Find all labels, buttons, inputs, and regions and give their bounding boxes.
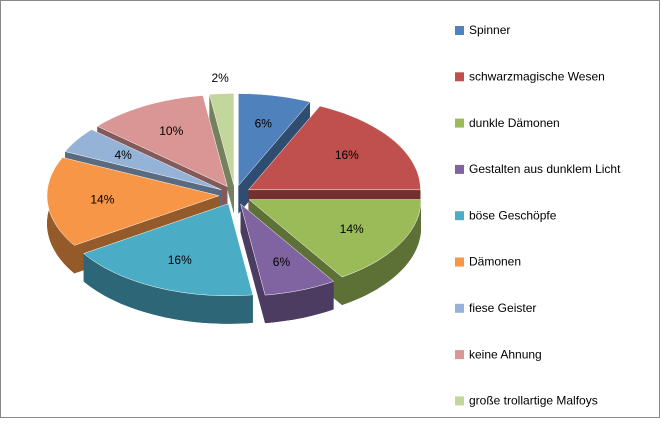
slice [46,157,220,246]
data-label: 14% [340,222,364,236]
legend-swatch [455,257,464,267]
data-label: 2% [211,71,229,85]
slice [96,95,228,188]
slice-side [342,199,421,305]
legend-label: dunkle Dämonen [469,116,560,130]
legend-label: große trollartige Malfoys [469,394,598,408]
data-label: 14% [90,192,114,206]
slice-side [83,253,253,324]
legend-swatch [455,72,464,82]
legend-label: fiese Geister [469,301,536,315]
legend-label: keine Ahnung [469,347,542,361]
data-label: 10% [159,124,183,138]
legend-label: Dämonen [469,255,521,269]
slice [247,105,421,191]
legend-label: schwarzmagische Wesen [469,69,605,83]
data-label: 4% [114,148,132,162]
slice [238,93,311,187]
legend-swatch [455,164,464,174]
legend-label: böse Geschöpfe [469,208,557,222]
slice [248,199,422,278]
slice-wall [240,204,266,324]
data-label: 16% [168,253,192,267]
slice [83,203,254,296]
legend-label: Spinner [469,23,510,37]
legend-swatch [455,118,464,128]
data-label: 16% [335,148,359,162]
data-label: 6% [255,117,273,131]
slice [64,129,222,191]
slice-side [265,281,334,324]
legend-swatch [455,303,464,313]
legend-swatch [455,26,464,35]
slice [209,93,235,186]
slice-wall [209,94,234,214]
legend-label: Gestalten aus dunklem Licht [469,162,621,176]
data-label: 6% [273,255,291,269]
slice [240,203,335,296]
legend-swatch [455,350,464,360]
legend-swatch [455,396,464,406]
legend-swatch [455,211,464,221]
